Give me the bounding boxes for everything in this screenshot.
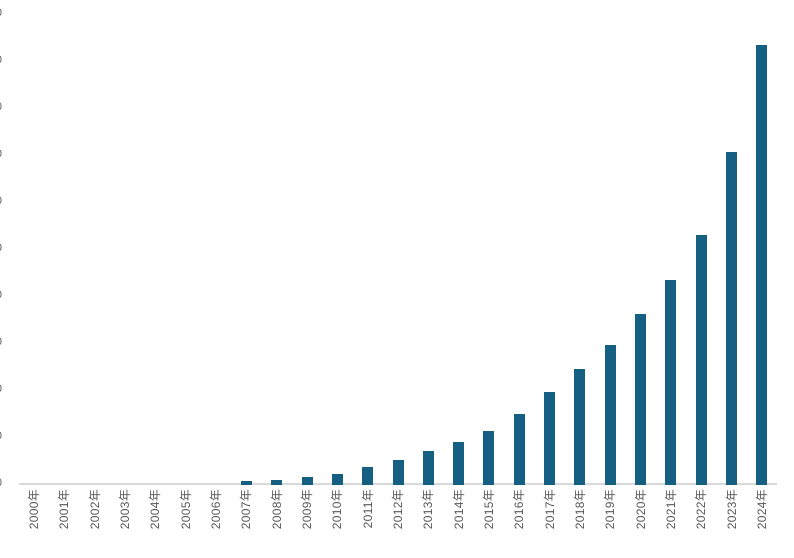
x-axis-label-2001: 2001年 <box>57 489 72 530</box>
x-axis-label-2000: 2000年 <box>27 489 42 530</box>
x-axis-label-2017: 2017年 <box>542 489 557 530</box>
x-axis-label-2023: 2023年 <box>724 489 739 530</box>
x-axis-label-2024: 2024年 <box>754 489 769 530</box>
bar-2024 <box>756 44 768 485</box>
bar-2013 <box>422 451 434 485</box>
bar-2019 <box>604 344 616 485</box>
bar-2008 <box>271 479 283 485</box>
x-axis-label-2011: 2011年 <box>360 489 375 529</box>
x-axis-label-2015: 2015年 <box>481 489 496 530</box>
bar-2010 <box>331 473 343 485</box>
x-axis-label-2021: 2021年 <box>663 489 678 530</box>
bar-2021 <box>665 279 677 485</box>
bar-2017 <box>544 391 556 485</box>
y-axis-label: 0 <box>0 148 2 160</box>
x-axis-label-2012: 2012年 <box>391 489 405 530</box>
bar-2009 <box>301 477 313 485</box>
bar-2018 <box>574 368 586 485</box>
x-axis-label-2009: 2009年 <box>300 489 315 530</box>
plot-area <box>19 0 777 485</box>
y-axis-label: 0 <box>0 54 2 66</box>
x-axis-label-2008: 2008年 <box>269 489 284 530</box>
x-axis-label-2010: 2010年 <box>330 489 345 530</box>
x-axis-label-2005: 2005年 <box>178 489 193 530</box>
bar-2011 <box>362 466 374 485</box>
x-axis-label-2003: 2003年 <box>118 489 133 530</box>
bar-2022 <box>695 234 707 485</box>
x-axis-label-2019: 2019年 <box>603 489 618 530</box>
bar-2014 <box>453 442 465 485</box>
bar-2023 <box>726 152 738 485</box>
y-axis-label: 0 <box>0 101 2 113</box>
y-axis-label: 0 <box>0 195 2 207</box>
y-axis-label: 0 <box>0 336 2 348</box>
bar-2016 <box>513 413 525 485</box>
bar-2015 <box>483 430 495 485</box>
x-axis-label-2007: 2007年 <box>239 489 254 530</box>
x-axis-label-2020: 2020年 <box>633 489 648 530</box>
x-axis-label-2004: 2004年 <box>148 489 163 530</box>
y-axis-label: 0 <box>0 430 2 442</box>
x-axis-label-2002: 2002年 <box>87 489 102 530</box>
x-axis-label-2013: 2013年 <box>421 489 436 530</box>
bar-2012 <box>392 459 404 485</box>
bar-2020 <box>635 313 647 485</box>
x-axis-label-2016: 2016年 <box>512 489 527 530</box>
x-axis-label-2014: 2014年 <box>451 489 466 530</box>
x-axis-label-2006: 2006年 <box>209 489 224 530</box>
y-axis-label: 0 <box>0 289 2 301</box>
y-axis-label: 0 <box>0 383 2 395</box>
y-axis-label: 0 <box>0 7 2 19</box>
bar-2007 <box>240 481 252 485</box>
x-axis-label-2022: 2022年 <box>694 489 709 530</box>
y-axis-label: 0 <box>0 242 2 254</box>
y-axis-label: 0 <box>0 477 2 489</box>
x-axis-label-2018: 2018年 <box>572 489 587 530</box>
